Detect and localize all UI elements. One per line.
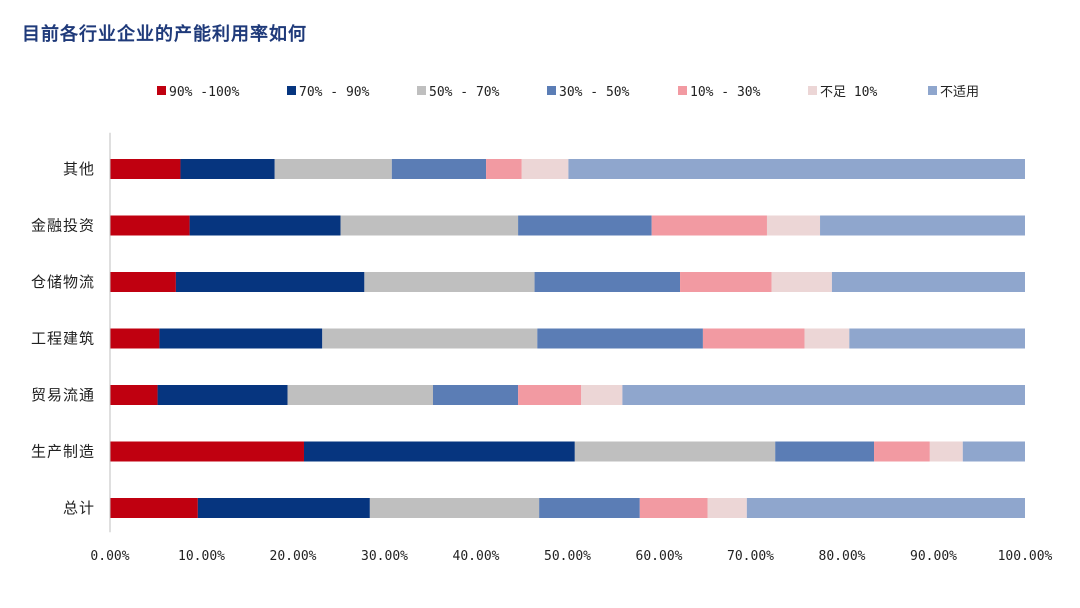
x-tick-label: 0.00% (90, 549, 129, 564)
bar-segment (322, 328, 538, 349)
bar-segment (622, 385, 1025, 405)
bar-segment (874, 441, 930, 462)
category-label: 其他 (63, 160, 95, 178)
bar-segment (534, 272, 681, 292)
bar-segment (110, 385, 158, 405)
bar-segment (771, 272, 832, 292)
bar-segment (521, 159, 569, 179)
bar-segment (391, 159, 487, 179)
bar-segment (364, 272, 535, 292)
bar-segment (175, 272, 365, 292)
category-label: 总计 (63, 499, 95, 517)
category-label: 贸易流通 (31, 386, 95, 404)
category-label: 工程建筑 (31, 330, 95, 348)
bar-segment (157, 385, 288, 405)
chart-title: 目前各行业企业的产能利用率如何 (22, 24, 307, 45)
legend-label: 不适用 (940, 85, 979, 100)
bar-segment (651, 215, 767, 236)
bar-segment (486, 159, 522, 179)
bar-segment (680, 272, 772, 292)
bar-segment (274, 159, 392, 179)
x-tick-label: 40.00% (453, 549, 500, 564)
bar-segment (432, 385, 519, 405)
x-tick-label: 30.00% (361, 549, 408, 564)
bar-segment (303, 441, 575, 462)
bar-segment (110, 159, 181, 179)
x-tick-label: 60.00% (636, 549, 683, 564)
bar-segment (820, 215, 1025, 236)
bar-segment (110, 441, 304, 462)
legend-swatch (678, 86, 687, 95)
bar-segment (340, 215, 519, 236)
bar-segment (574, 441, 776, 462)
bar-segment (369, 498, 540, 518)
bar-segment (110, 498, 198, 518)
legend-label: 不足 10% (820, 85, 877, 100)
category-label: 仓储物流 (31, 273, 95, 291)
bar-segment (159, 328, 323, 349)
bar-segment (518, 215, 652, 236)
bar-segment (189, 215, 341, 236)
x-axis: 0.00% 10.00% 20.00% 30.00% 40.00% 50.00% 60.00… (90, 132, 1053, 564)
bar-segment (581, 385, 623, 405)
bar-segment (702, 328, 805, 349)
bar-segment (518, 385, 582, 405)
bars (110, 159, 1025, 518)
legend-swatch (417, 86, 426, 95)
x-tick-label: 10.00% (178, 549, 225, 564)
bar-segment (287, 385, 433, 405)
x-tick-label: 70.00% (727, 549, 774, 564)
legend-swatch (928, 86, 937, 95)
bar-segment (180, 159, 275, 179)
bar-segment (707, 498, 747, 518)
bar-segment (746, 498, 1025, 518)
legend-label: 10% - 30% (690, 85, 761, 100)
x-tick-label: 100.00% (998, 549, 1053, 564)
x-tick-label: 90.00% (910, 549, 957, 564)
legend-swatch (547, 86, 556, 95)
legend-swatch (808, 86, 817, 95)
bar-segment (766, 215, 821, 236)
legend: 90% -100% 70% - 90% 50% - 70% 30% - 50% 10% … (157, 85, 979, 100)
bar-segment (197, 498, 370, 518)
legend-label: 50% - 70% (429, 85, 500, 100)
legend-label: 70% - 90% (299, 85, 370, 100)
bar-segment (110, 215, 190, 236)
bar-segment (929, 441, 963, 462)
bar-segment (831, 272, 1025, 292)
category-label: 金融投资 (31, 217, 95, 235)
bar-segment (539, 498, 640, 518)
legend-label: 30% - 50% (559, 85, 630, 100)
bar-segment (775, 441, 875, 462)
bar-segment (537, 328, 703, 349)
x-tick-label: 50.00% (544, 549, 591, 564)
bar-segment (804, 328, 850, 349)
category-label: 生产制造 (31, 443, 95, 461)
x-tick-label: 80.00% (819, 549, 866, 564)
bar-segment (639, 498, 708, 518)
legend-swatch (287, 86, 296, 95)
x-tick-label: 20.00% (270, 549, 317, 564)
bar-segment (849, 328, 1025, 349)
legend-swatch (157, 86, 166, 95)
bar-segment (568, 159, 1025, 179)
bar-segment (110, 272, 176, 292)
bar-segment (962, 441, 1025, 462)
legend-label: 90% -100% (169, 85, 240, 100)
bar-segment (110, 328, 160, 349)
